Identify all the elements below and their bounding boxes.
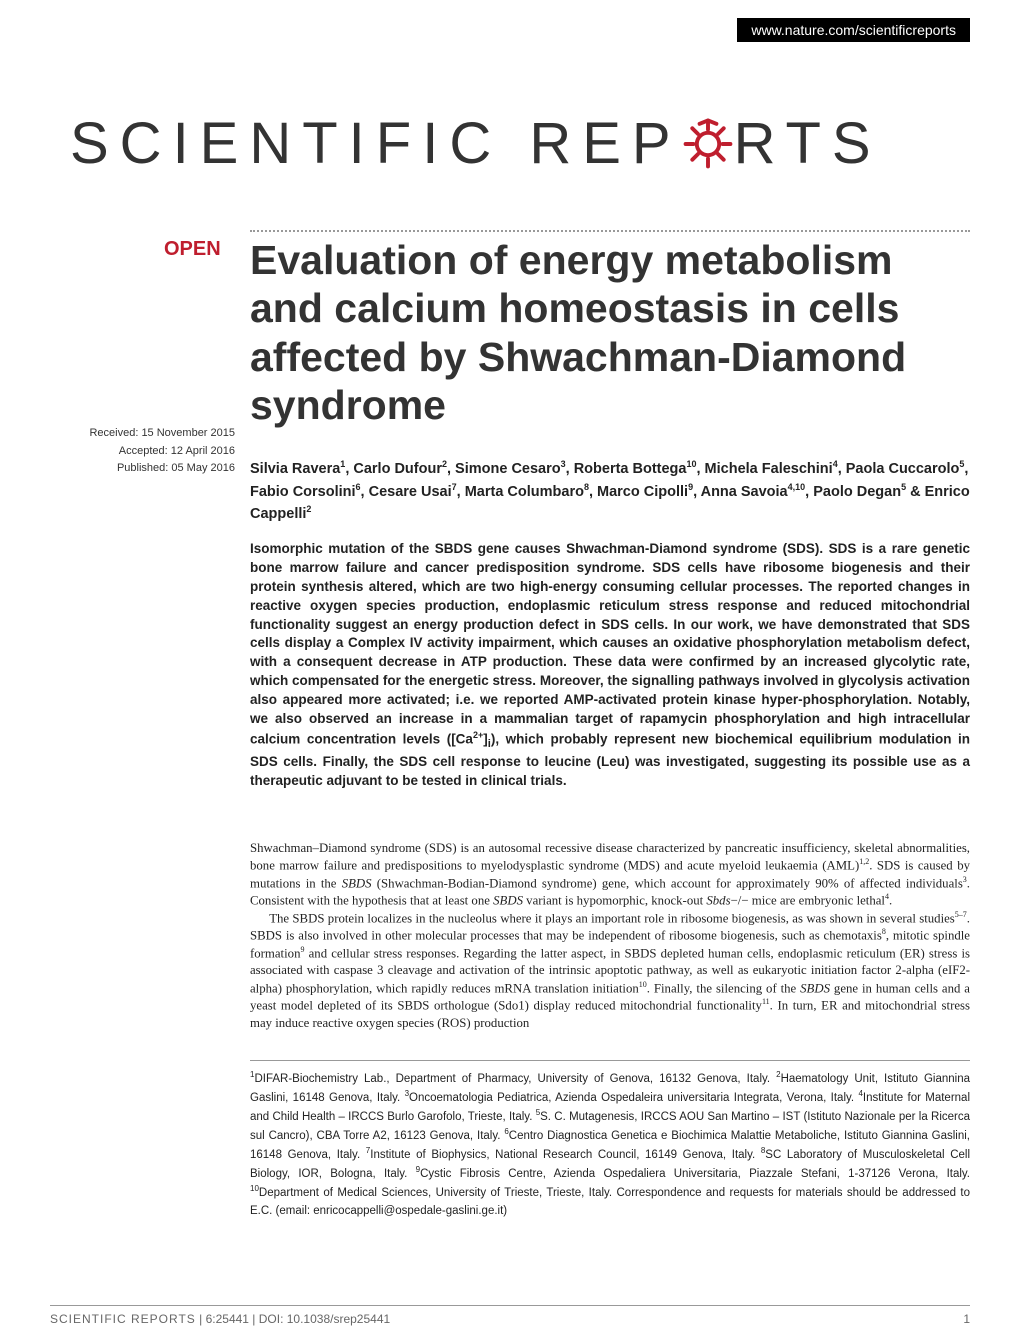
footer-citation-text: | 6:25441 | DOI: 10.1038/srep25441: [196, 1312, 390, 1326]
footer-citation: SCIENTIFIC REPORTS | 6:25441 | DOI: 10.1…: [50, 1312, 390, 1326]
header-url-text: www.nature.com/scientificreports: [751, 22, 956, 38]
published-date: Published: 05 May 2016: [60, 460, 235, 478]
body-text: Shwachman–Diamond syndrome (SDS) is an a…: [250, 840, 970, 1032]
footer-divider: [50, 1305, 970, 1306]
dotted-divider: [250, 230, 970, 232]
affiliations: 1DIFAR-Biochemistry Lab., Department of …: [250, 1060, 970, 1220]
page-footer: SCIENTIFIC REPORTS | 6:25441 | DOI: 10.1…: [50, 1312, 970, 1326]
logo-text-mid2: RTS: [734, 110, 882, 177]
author-list: Silvia Ravera1, Carlo Dufour2, Simone Ce…: [250, 458, 970, 526]
gear-icon: [680, 116, 736, 172]
logo-spacer: [502, 110, 529, 177]
logo-text-before: SCIENTIFIC: [70, 110, 502, 177]
header-url-bar[interactable]: www.nature.com/scientificreports: [737, 18, 970, 42]
accepted-date: Accepted: 12 April 2016: [60, 443, 235, 461]
received-date: Received: 15 November 2015: [60, 425, 235, 443]
article-dates: Received: 15 November 2015 Accepted: 12 …: [60, 425, 235, 478]
article-title: Evaluation of energy metabolism and calc…: [250, 236, 970, 430]
logo-text-mid1: REP: [529, 110, 681, 177]
body-para-1: Shwachman–Diamond syndrome (SDS) is an a…: [250, 840, 970, 910]
abstract-text: Isomorphic mutation of the SBDS gene cau…: [250, 540, 970, 791]
footer-journal-name: SCIENTIFIC REPORTS: [50, 1312, 196, 1326]
open-access-badge: OPEN: [164, 238, 221, 261]
journal-logo: SCIENTIFIC REP RTS: [70, 110, 970, 177]
body-para-2: The SBDS protein localizes in the nucleo…: [250, 910, 970, 1032]
footer-page-number: 1: [963, 1312, 970, 1326]
